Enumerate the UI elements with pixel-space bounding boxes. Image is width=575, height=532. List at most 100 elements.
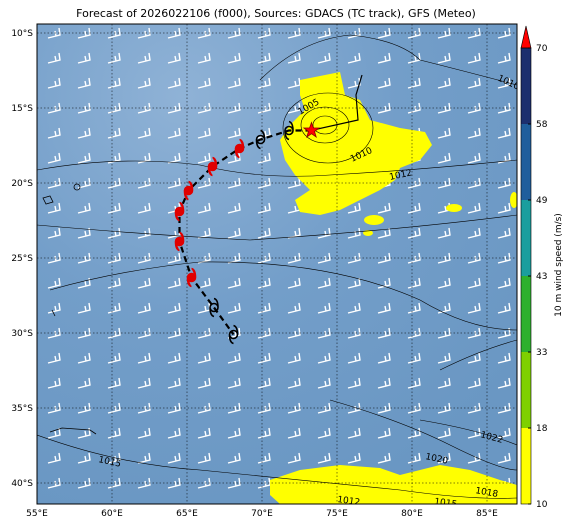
wind-barb (47, 102, 61, 114)
wind-barb (257, 227, 271, 239)
wind-barb (137, 27, 151, 39)
wind-barb (167, 277, 181, 289)
wind-barb (77, 477, 91, 489)
wind-barb (407, 352, 421, 364)
wind-barb (137, 77, 151, 89)
track (174, 120, 321, 345)
wind-barb (137, 352, 151, 364)
wind-barb (467, 377, 481, 389)
wind-barb (47, 327, 61, 339)
colorbar: 10 18 33 43 49 58 70 (520, 25, 548, 510)
colorbar-segment (521, 352, 531, 428)
coastlines (42, 183, 97, 435)
wind-barb (347, 327, 361, 339)
wind-barb (467, 352, 481, 364)
colorbar-label: 10 m wind speed (m/s) (554, 213, 564, 317)
wind-barb (287, 377, 301, 389)
y-tick-label: 35°S (11, 404, 33, 414)
x-tick-label: 85°E (476, 509, 498, 519)
wind-barb (467, 402, 481, 414)
wind-barb (47, 52, 61, 64)
wind-barb (107, 352, 121, 364)
wind-barb (47, 302, 61, 314)
wind-barb (317, 427, 331, 439)
wind-barb (77, 127, 91, 139)
wind-barb (287, 177, 301, 189)
wind-barb (167, 477, 181, 489)
wind-barb (167, 252, 181, 264)
wind-barb (77, 52, 91, 64)
wind-barb (197, 102, 211, 114)
x-tick-label: 55°E (26, 509, 48, 519)
map-area: 1010 1005 1010 1012 1015 1022 1020 1018 … (37, 24, 517, 504)
y-tick-label: 40°S (11, 479, 33, 489)
cyclone-symbol (186, 267, 197, 288)
cyclone-symbol (174, 231, 185, 252)
wind-barb (497, 27, 511, 39)
wind-barb (377, 352, 391, 364)
wind-barb (317, 327, 331, 339)
cyclone-symbol (174, 201, 185, 222)
wind-barb (467, 52, 481, 64)
wind-barb (437, 77, 451, 89)
map-frame (36, 23, 518, 505)
wind-barb (497, 302, 511, 314)
wind-barb (467, 302, 481, 314)
wind-barb (107, 27, 121, 39)
wind-barb (467, 27, 481, 39)
wind-barb (47, 377, 61, 389)
wind-barb (377, 277, 391, 289)
wind-barb (347, 27, 361, 39)
wind-barb (287, 452, 301, 464)
wind-barb (137, 177, 151, 189)
wind-barb (77, 102, 91, 114)
wind-barb (497, 227, 511, 239)
wind-barb (77, 352, 91, 364)
wind-barb (227, 302, 241, 314)
wind-barb (347, 377, 361, 389)
wind-barb (407, 202, 421, 214)
wind-barb (227, 377, 241, 389)
wind-barb (227, 327, 241, 339)
wind-barb (377, 52, 391, 64)
wind-barb (47, 227, 61, 239)
wind-barb (437, 27, 451, 39)
y-tick-label: 30°S (11, 329, 33, 339)
wind-barb (227, 77, 241, 89)
wind-barb (287, 427, 301, 439)
wind-barb (47, 402, 61, 414)
wind-barb (137, 477, 151, 489)
wind-barb (77, 277, 91, 289)
wind-barb (137, 202, 151, 214)
wind-barb (497, 252, 511, 264)
x-tick-label: 60°E (101, 509, 123, 519)
wind-barb (497, 177, 511, 189)
wind-barb (77, 302, 91, 314)
wind-barb (137, 327, 151, 339)
wind-barb (77, 227, 91, 239)
wind-barb (77, 327, 91, 339)
wind-barb (137, 402, 151, 414)
wind-barb (437, 452, 451, 464)
colorbar-tick-label: 18 (536, 424, 548, 434)
wind-barb (167, 302, 181, 314)
wind-barb (497, 152, 511, 164)
wind-barb (137, 102, 151, 114)
wind-barb (47, 452, 61, 464)
wind-barb (107, 52, 121, 64)
wind-barb (47, 127, 61, 139)
wind-barb (227, 477, 241, 489)
wind-barb (257, 352, 271, 364)
wind-barb (227, 127, 241, 139)
wind-barb (317, 302, 331, 314)
wind-barb (77, 152, 91, 164)
wind-barb (197, 152, 211, 164)
wind-barb (137, 452, 151, 464)
wind-barb (347, 277, 361, 289)
wind-barb (227, 427, 241, 439)
cyclone-symbol (207, 156, 218, 177)
wind-barb (197, 177, 211, 189)
wind-barb (437, 177, 451, 189)
wind-barb (137, 52, 151, 64)
wind-barb (347, 402, 361, 414)
